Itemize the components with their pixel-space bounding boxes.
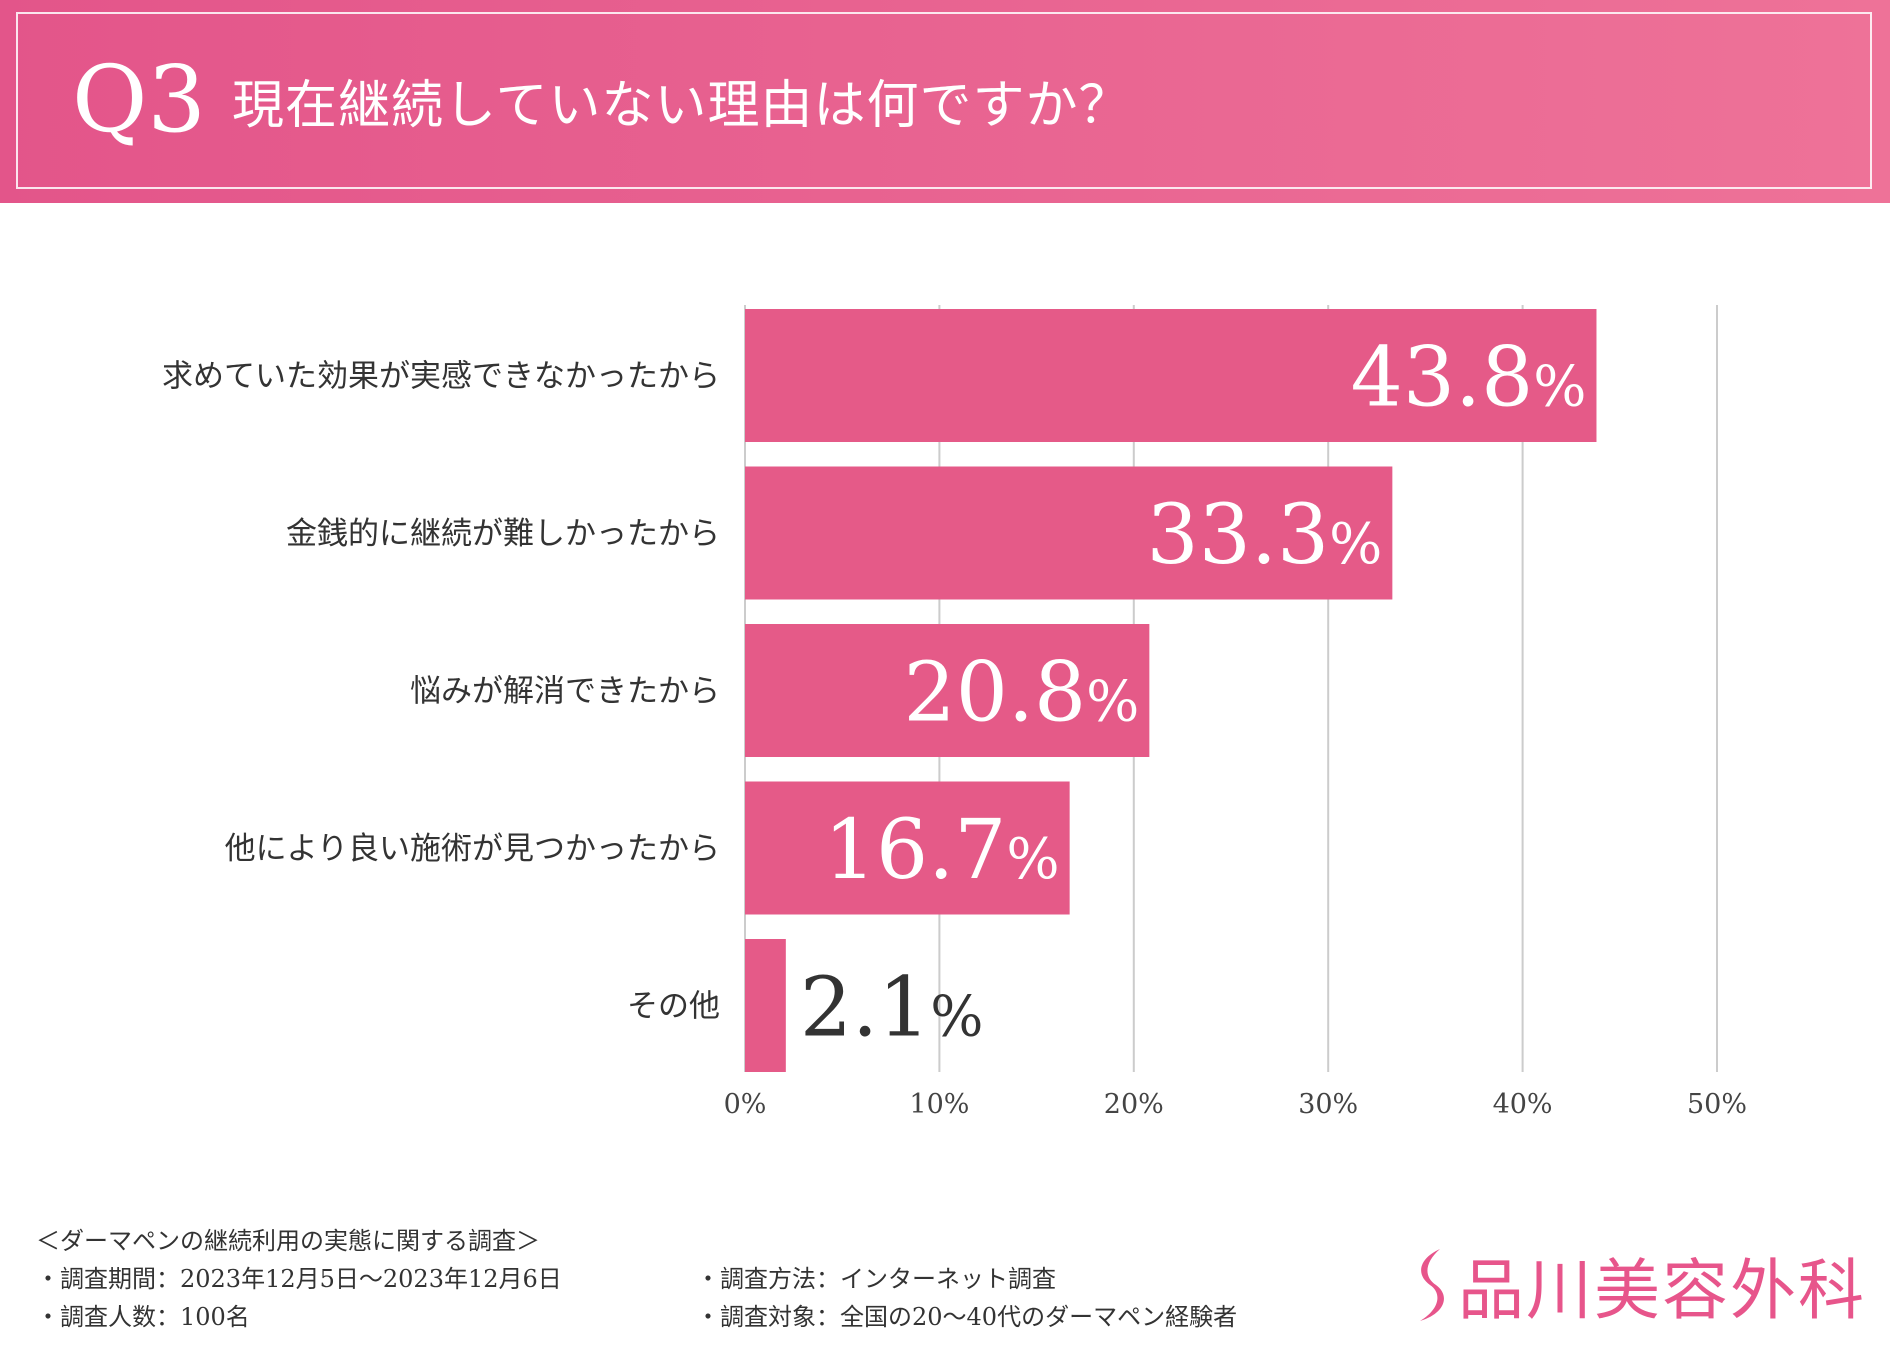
question-title: 現在継続していない理由は何ですか？ <box>232 76 1132 136</box>
question-number: Q3 <box>72 46 206 153</box>
bar-chart: 求めていた効果が実感できなかったから 43.8% 金銭的に継続が難しかったから 33.… <box>162 305 1747 1120</box>
bar <box>745 781 1070 915</box>
category-label: 悩みが解消できたから <box>410 674 720 710</box>
s-swoosh-icon <box>1420 1249 1444 1321</box>
brand-logo: 品川美容外科 <box>1410 1240 1866 1330</box>
value-label: 33.3% <box>1147 488 1383 583</box>
header-banner: Q3 現在継続していない理由は何ですか？ <box>0 0 1890 203</box>
survey-info-left: ＜ダーマペンの継続利用の実態に関する調査＞ ・調査期間：2023年12月5日～2… <box>36 1222 562 1336</box>
category-label: 求めていた効果が実感できなかったから <box>162 359 720 395</box>
bar <box>745 466 1393 600</box>
x-tick-label: 10% <box>909 1089 969 1120</box>
value-label: 20.8% <box>904 646 1140 741</box>
brand-name: 品川美容外科 <box>1458 1252 1866 1329</box>
x-tick-label: 50% <box>1687 1089 1747 1120</box>
value-label: 16.7% <box>824 803 1060 898</box>
x-tick-label: 40% <box>1493 1089 1553 1120</box>
bars <box>745 309 1597 1072</box>
x-axis-ticks: 0% 10% 20% 30% 40% 50% <box>724 1089 1747 1120</box>
header-frame <box>16 12 1872 189</box>
bar <box>745 939 786 1072</box>
x-tick-label: 0% <box>724 1089 767 1120</box>
category-label: その他 <box>627 989 720 1025</box>
survey-info-right: ・調査方法：インターネット調査 ・調査対象：全国の20～40代のダーマペン経験者 <box>696 1260 1237 1336</box>
survey-title: ＜ダーマペンの継続利用の実態に関する調査＞ <box>36 1227 540 1255</box>
bar <box>745 309 1597 442</box>
value-label: 43.8% <box>1351 331 1587 426</box>
x-tick-label: 30% <box>1298 1089 1358 1120</box>
survey-period: ・調査期間：2023年12月5日～2023年12月6日 <box>36 1265 562 1293</box>
category-labels: 求めていた効果が実感できなかったから 43.8% 金銭的に継続が難しかったから 33.… <box>162 331 1586 1056</box>
category-label: 金銭的に継続が難しかったから <box>286 516 720 552</box>
x-tick-label: 20% <box>1104 1089 1164 1120</box>
bar <box>745 624 1150 757</box>
survey-target: ・調査対象：全国の20～40代のダーマペン経験者 <box>696 1303 1238 1331</box>
survey-method: ・調査方法：インターネット調査 <box>696 1265 1056 1293</box>
survey-respondents: ・調査人数：100名 <box>36 1303 250 1331</box>
value-label: 2.1% <box>800 961 984 1056</box>
category-label: 他により良い施術が見つかったから <box>225 831 720 867</box>
